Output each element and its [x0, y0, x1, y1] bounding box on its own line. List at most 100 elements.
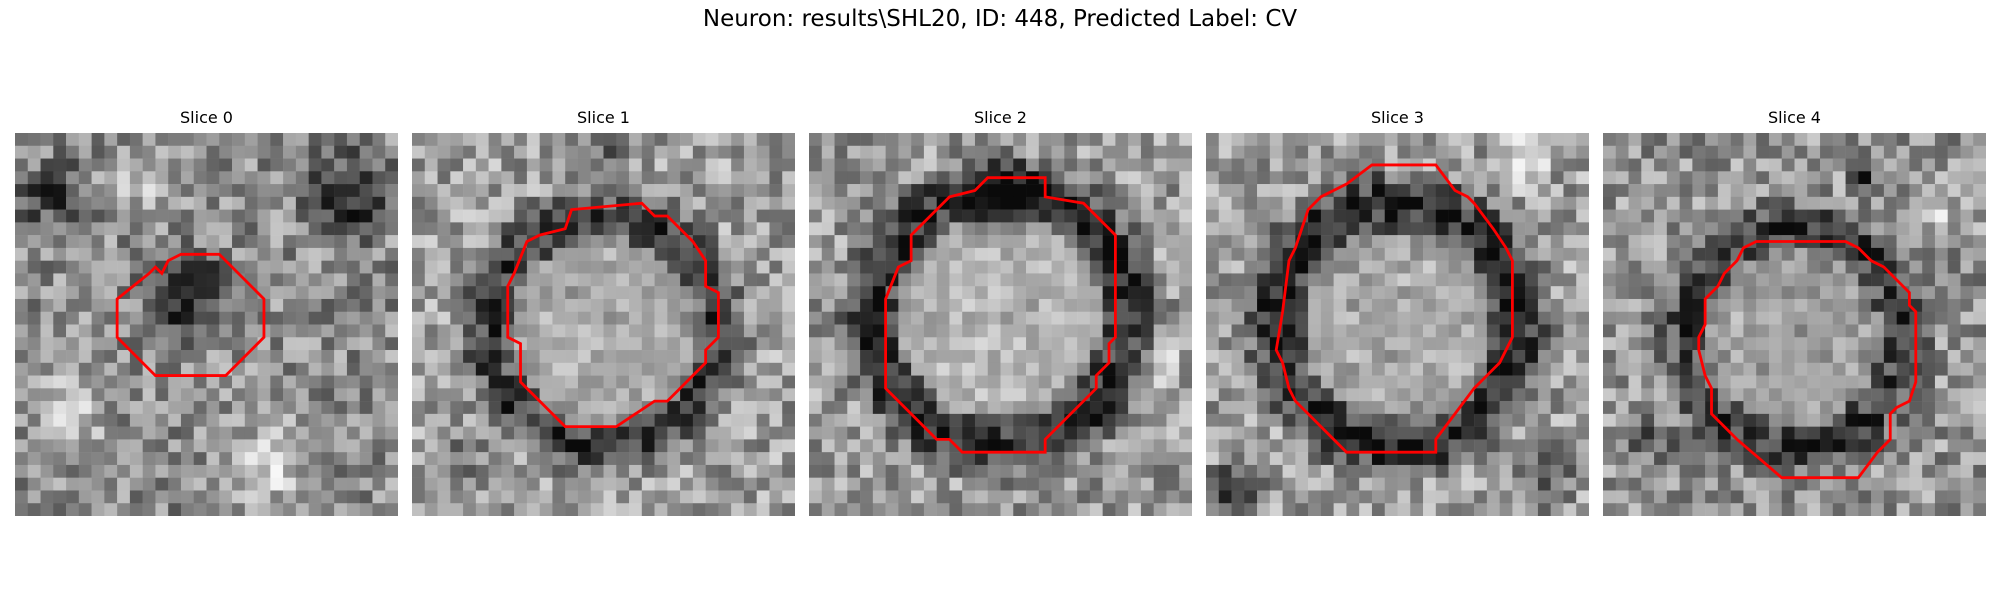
image-pixel	[1628, 247, 1642, 261]
image-pixel	[270, 350, 284, 364]
image-pixel	[1410, 413, 1424, 427]
image-pixel	[1474, 286, 1488, 300]
image-pixel	[1641, 311, 1655, 325]
image-pixel	[949, 158, 963, 172]
image-pixel	[936, 413, 950, 427]
image-pixel	[718, 209, 732, 223]
image-pixel	[1563, 145, 1577, 159]
image-pixel	[654, 350, 668, 364]
image-pixel	[616, 209, 630, 223]
image-pixel	[321, 477, 335, 491]
image-pixel	[1845, 362, 1859, 376]
image-pixel	[1858, 209, 1872, 223]
image-pixel	[475, 171, 489, 185]
image-pixel	[1768, 145, 1782, 159]
image-pixel	[257, 375, 271, 389]
image-pixel	[1077, 273, 1091, 287]
image-pixel	[898, 196, 912, 210]
image-pixel	[1871, 311, 1885, 325]
image-pixel	[321, 439, 335, 453]
image-pixel	[1371, 235, 1385, 249]
image-pixel	[1550, 196, 1564, 210]
image-pixel	[577, 401, 591, 415]
image-pixel	[987, 260, 1001, 274]
image-pixel	[539, 337, 553, 351]
image-pixel	[629, 133, 643, 147]
image-pixel	[641, 503, 655, 516]
image-pixel	[1153, 196, 1167, 210]
image-pixel	[1666, 247, 1680, 261]
image-pixel	[450, 324, 464, 338]
image-pixel	[731, 133, 745, 147]
image-pixel	[1295, 260, 1309, 274]
image-pixel	[1794, 286, 1808, 300]
image-pixel	[539, 145, 553, 159]
image-pixel	[346, 452, 360, 466]
image-pixel	[385, 324, 398, 338]
image-pixel	[1448, 439, 1462, 453]
image-pixel	[257, 222, 271, 236]
image-pixel	[1576, 235, 1589, 249]
image-pixel	[1474, 464, 1488, 478]
image-pixel	[1359, 426, 1373, 440]
image-pixel	[359, 235, 373, 249]
image-pixel	[1206, 375, 1220, 389]
image-pixel	[1883, 362, 1897, 376]
image-pixel	[1705, 145, 1719, 159]
image-pixel	[629, 184, 643, 198]
image-pixel	[654, 298, 668, 312]
image-pixel	[936, 375, 950, 389]
image-pixel	[1384, 452, 1398, 466]
image-pixel	[1077, 235, 1091, 249]
image-pixel	[295, 452, 309, 466]
image-pixel	[463, 171, 477, 185]
image-pixel	[1499, 311, 1513, 325]
image-pixel	[1679, 503, 1693, 516]
image-pixel	[168, 477, 182, 491]
image-pixel	[1000, 401, 1014, 415]
image-pixel	[949, 401, 963, 415]
image-pixel	[1448, 388, 1462, 402]
image-pixel	[78, 273, 92, 287]
image-pixel	[346, 337, 360, 351]
image-pixel	[206, 324, 220, 338]
image-pixel	[1371, 273, 1385, 287]
image-pixel	[359, 388, 373, 402]
image-pixel	[1448, 273, 1462, 287]
image-pixel	[346, 490, 360, 504]
image-pixel	[860, 222, 874, 236]
image-pixel	[53, 273, 67, 287]
image-pixel	[1934, 273, 1948, 287]
image-pixel	[526, 362, 540, 376]
image-pixel	[847, 158, 861, 172]
image-pixel	[1013, 324, 1027, 338]
image-pixel	[270, 324, 284, 338]
image-pixel	[1461, 133, 1475, 147]
image-pixel	[424, 158, 438, 172]
image-pixel	[731, 298, 745, 312]
image-pixel	[488, 350, 502, 364]
image-pixel	[232, 426, 246, 440]
image-pixel	[526, 375, 540, 389]
image-pixel	[911, 184, 925, 198]
image-pixel	[731, 388, 745, 402]
image-pixel	[821, 388, 835, 402]
image-pixel	[1641, 324, 1655, 338]
image-pixel	[168, 311, 182, 325]
image-pixel	[1603, 464, 1617, 478]
image-pixel	[1525, 388, 1539, 402]
image-pixel	[1679, 171, 1693, 185]
image-pixel	[1576, 375, 1589, 389]
image-pixel	[911, 452, 925, 466]
image-pixel	[1525, 503, 1539, 516]
image-pixel	[949, 350, 963, 364]
image-pixel	[1807, 477, 1821, 491]
image-pixel	[1410, 375, 1424, 389]
image-pixel	[923, 490, 937, 504]
image-pixel	[308, 503, 322, 516]
image-pixel	[1153, 158, 1167, 172]
image-pixel	[1794, 401, 1808, 415]
image-pixel	[1845, 464, 1859, 478]
image-pixel	[283, 490, 297, 504]
image-pixel	[283, 350, 297, 364]
